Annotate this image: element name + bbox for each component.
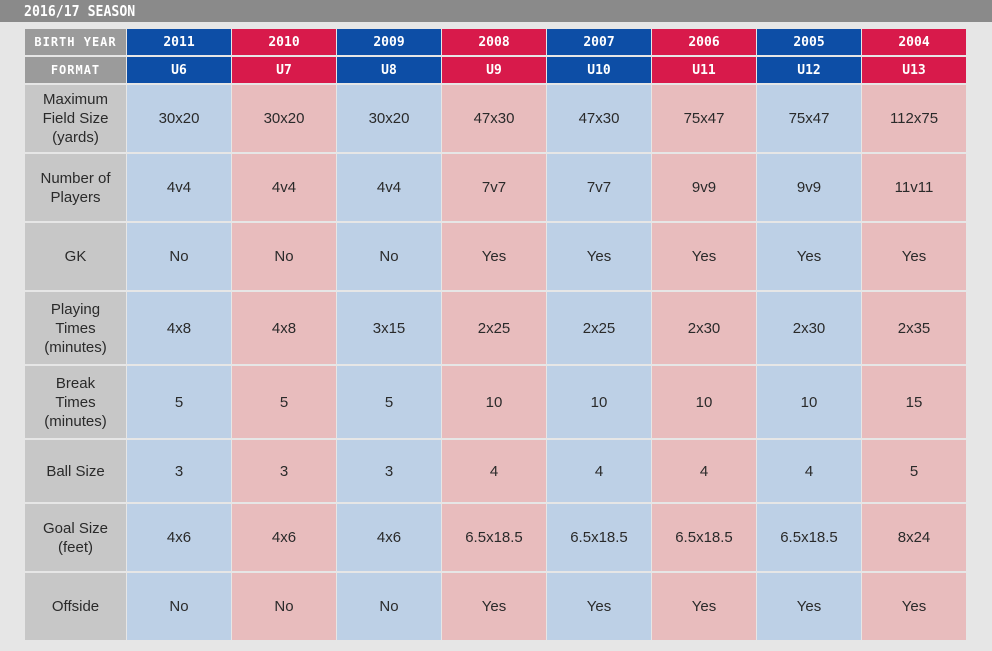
table-cell: 10 xyxy=(547,366,651,438)
table-cell: Yes xyxy=(442,223,546,290)
row-label: Number of Players xyxy=(25,154,126,221)
table-cell: 8x24 xyxy=(862,504,966,571)
table-cell: 4x6 xyxy=(232,504,336,571)
table-cell: 9v9 xyxy=(652,154,756,221)
table-cell: 10 xyxy=(442,366,546,438)
table-cell: 6.5x18.5 xyxy=(547,504,651,571)
format-cell: U7 xyxy=(232,57,336,83)
birth-year-header-label: BIRTH YEAR xyxy=(25,29,126,55)
table-cell: 3 xyxy=(232,440,336,502)
birth-year-cell: 2005 xyxy=(757,29,861,55)
table-cell: 15 xyxy=(862,366,966,438)
table-cell: 10 xyxy=(652,366,756,438)
table-cell: Yes xyxy=(757,223,861,290)
table-cell: 47x30 xyxy=(547,85,651,152)
table-cell: Yes xyxy=(862,573,966,640)
format-cell: U6 xyxy=(127,57,231,83)
table-cell: 4v4 xyxy=(232,154,336,221)
table-cell: 75x47 xyxy=(757,85,861,152)
table-cell: 30x20 xyxy=(232,85,336,152)
format-cell: U13 xyxy=(862,57,966,83)
birth-year-cell: 2004 xyxy=(862,29,966,55)
birth-year-cell: 2008 xyxy=(442,29,546,55)
table-cell: 7v7 xyxy=(547,154,651,221)
table-cell: 4x6 xyxy=(337,504,441,571)
table-cell: 2x30 xyxy=(757,292,861,364)
table-cell: No xyxy=(127,223,231,290)
birth-year-cell: 2006 xyxy=(652,29,756,55)
table-cell: 4x8 xyxy=(127,292,231,364)
table-cell: 2x30 xyxy=(652,292,756,364)
table-cell: Yes xyxy=(442,573,546,640)
table-cell: Yes xyxy=(547,573,651,640)
row-label: Break Times (minutes) xyxy=(25,366,126,438)
table-cell: 30x20 xyxy=(127,85,231,152)
birth-year-cell: 2011 xyxy=(127,29,231,55)
table-cell: 4v4 xyxy=(337,154,441,221)
table-cell: Yes xyxy=(862,223,966,290)
table-cell: 10 xyxy=(757,366,861,438)
table-cell: 3x15 xyxy=(337,292,441,364)
table-cell: 4 xyxy=(547,440,651,502)
table-cell: Yes xyxy=(652,223,756,290)
row-label: GK xyxy=(25,223,126,290)
table-cell: 75x47 xyxy=(652,85,756,152)
table-cell: 4 xyxy=(757,440,861,502)
birth-year-cell: 2009 xyxy=(337,29,441,55)
table-cell: No xyxy=(337,223,441,290)
table-cell: 5 xyxy=(862,440,966,502)
table-cell: 4 xyxy=(442,440,546,502)
table-cell: No xyxy=(127,573,231,640)
program-format-table: BIRTH YEAR 2011 2010 2009 2008 2007 2006 2005 20… xyxy=(25,29,966,640)
table-cell: 9v9 xyxy=(757,154,861,221)
table-cell: 4v4 xyxy=(127,154,231,221)
row-label: Offside xyxy=(25,573,126,640)
row-label: Maximum Field Size (yards) xyxy=(25,85,126,152)
table-cell: 6.5x18.5 xyxy=(757,504,861,571)
table-cell: No xyxy=(337,573,441,640)
table-cell: 4x6 xyxy=(127,504,231,571)
table-cell: Yes xyxy=(547,223,651,290)
season-title: 2016/17 SEASON xyxy=(24,2,136,20)
table-cell: 2x35 xyxy=(862,292,966,364)
table-cell: 4 xyxy=(652,440,756,502)
table-cell: 47x30 xyxy=(442,85,546,152)
row-label: Playing Times (minutes) xyxy=(25,292,126,364)
table-cell: 112x75 xyxy=(862,85,966,152)
table-cell: 5 xyxy=(232,366,336,438)
table-cell: No xyxy=(232,223,336,290)
birth-year-cell: 2010 xyxy=(232,29,336,55)
row-label: Ball Size xyxy=(25,440,126,502)
format-cell: U11 xyxy=(652,57,756,83)
format-cell: U9 xyxy=(442,57,546,83)
table-cell: 7v7 xyxy=(442,154,546,221)
table-cell: 3 xyxy=(127,440,231,502)
format-cell: U10 xyxy=(547,57,651,83)
format-header-label: FORMAT xyxy=(25,57,126,83)
table-cell: Yes xyxy=(652,573,756,640)
table-cell: 5 xyxy=(337,366,441,438)
format-cell: U8 xyxy=(337,57,441,83)
table-cell: 6.5x18.5 xyxy=(442,504,546,571)
table-cell: 2x25 xyxy=(442,292,546,364)
table-cell: 2x25 xyxy=(547,292,651,364)
birth-year-cell: 2007 xyxy=(547,29,651,55)
row-label: Goal Size (feet) xyxy=(25,504,126,571)
table-cell: 4x8 xyxy=(232,292,336,364)
table-cell: 11v11 xyxy=(862,154,966,221)
format-cell: U12 xyxy=(757,57,861,83)
table-cell: 3 xyxy=(337,440,441,502)
season-header-bar: 2016/17 SEASON xyxy=(0,0,992,22)
table-cell: 30x20 xyxy=(337,85,441,152)
table-cell: 6.5x18.5 xyxy=(652,504,756,571)
table-cell: 5 xyxy=(127,366,231,438)
table-cell: No xyxy=(232,573,336,640)
table-cell: Yes xyxy=(757,573,861,640)
